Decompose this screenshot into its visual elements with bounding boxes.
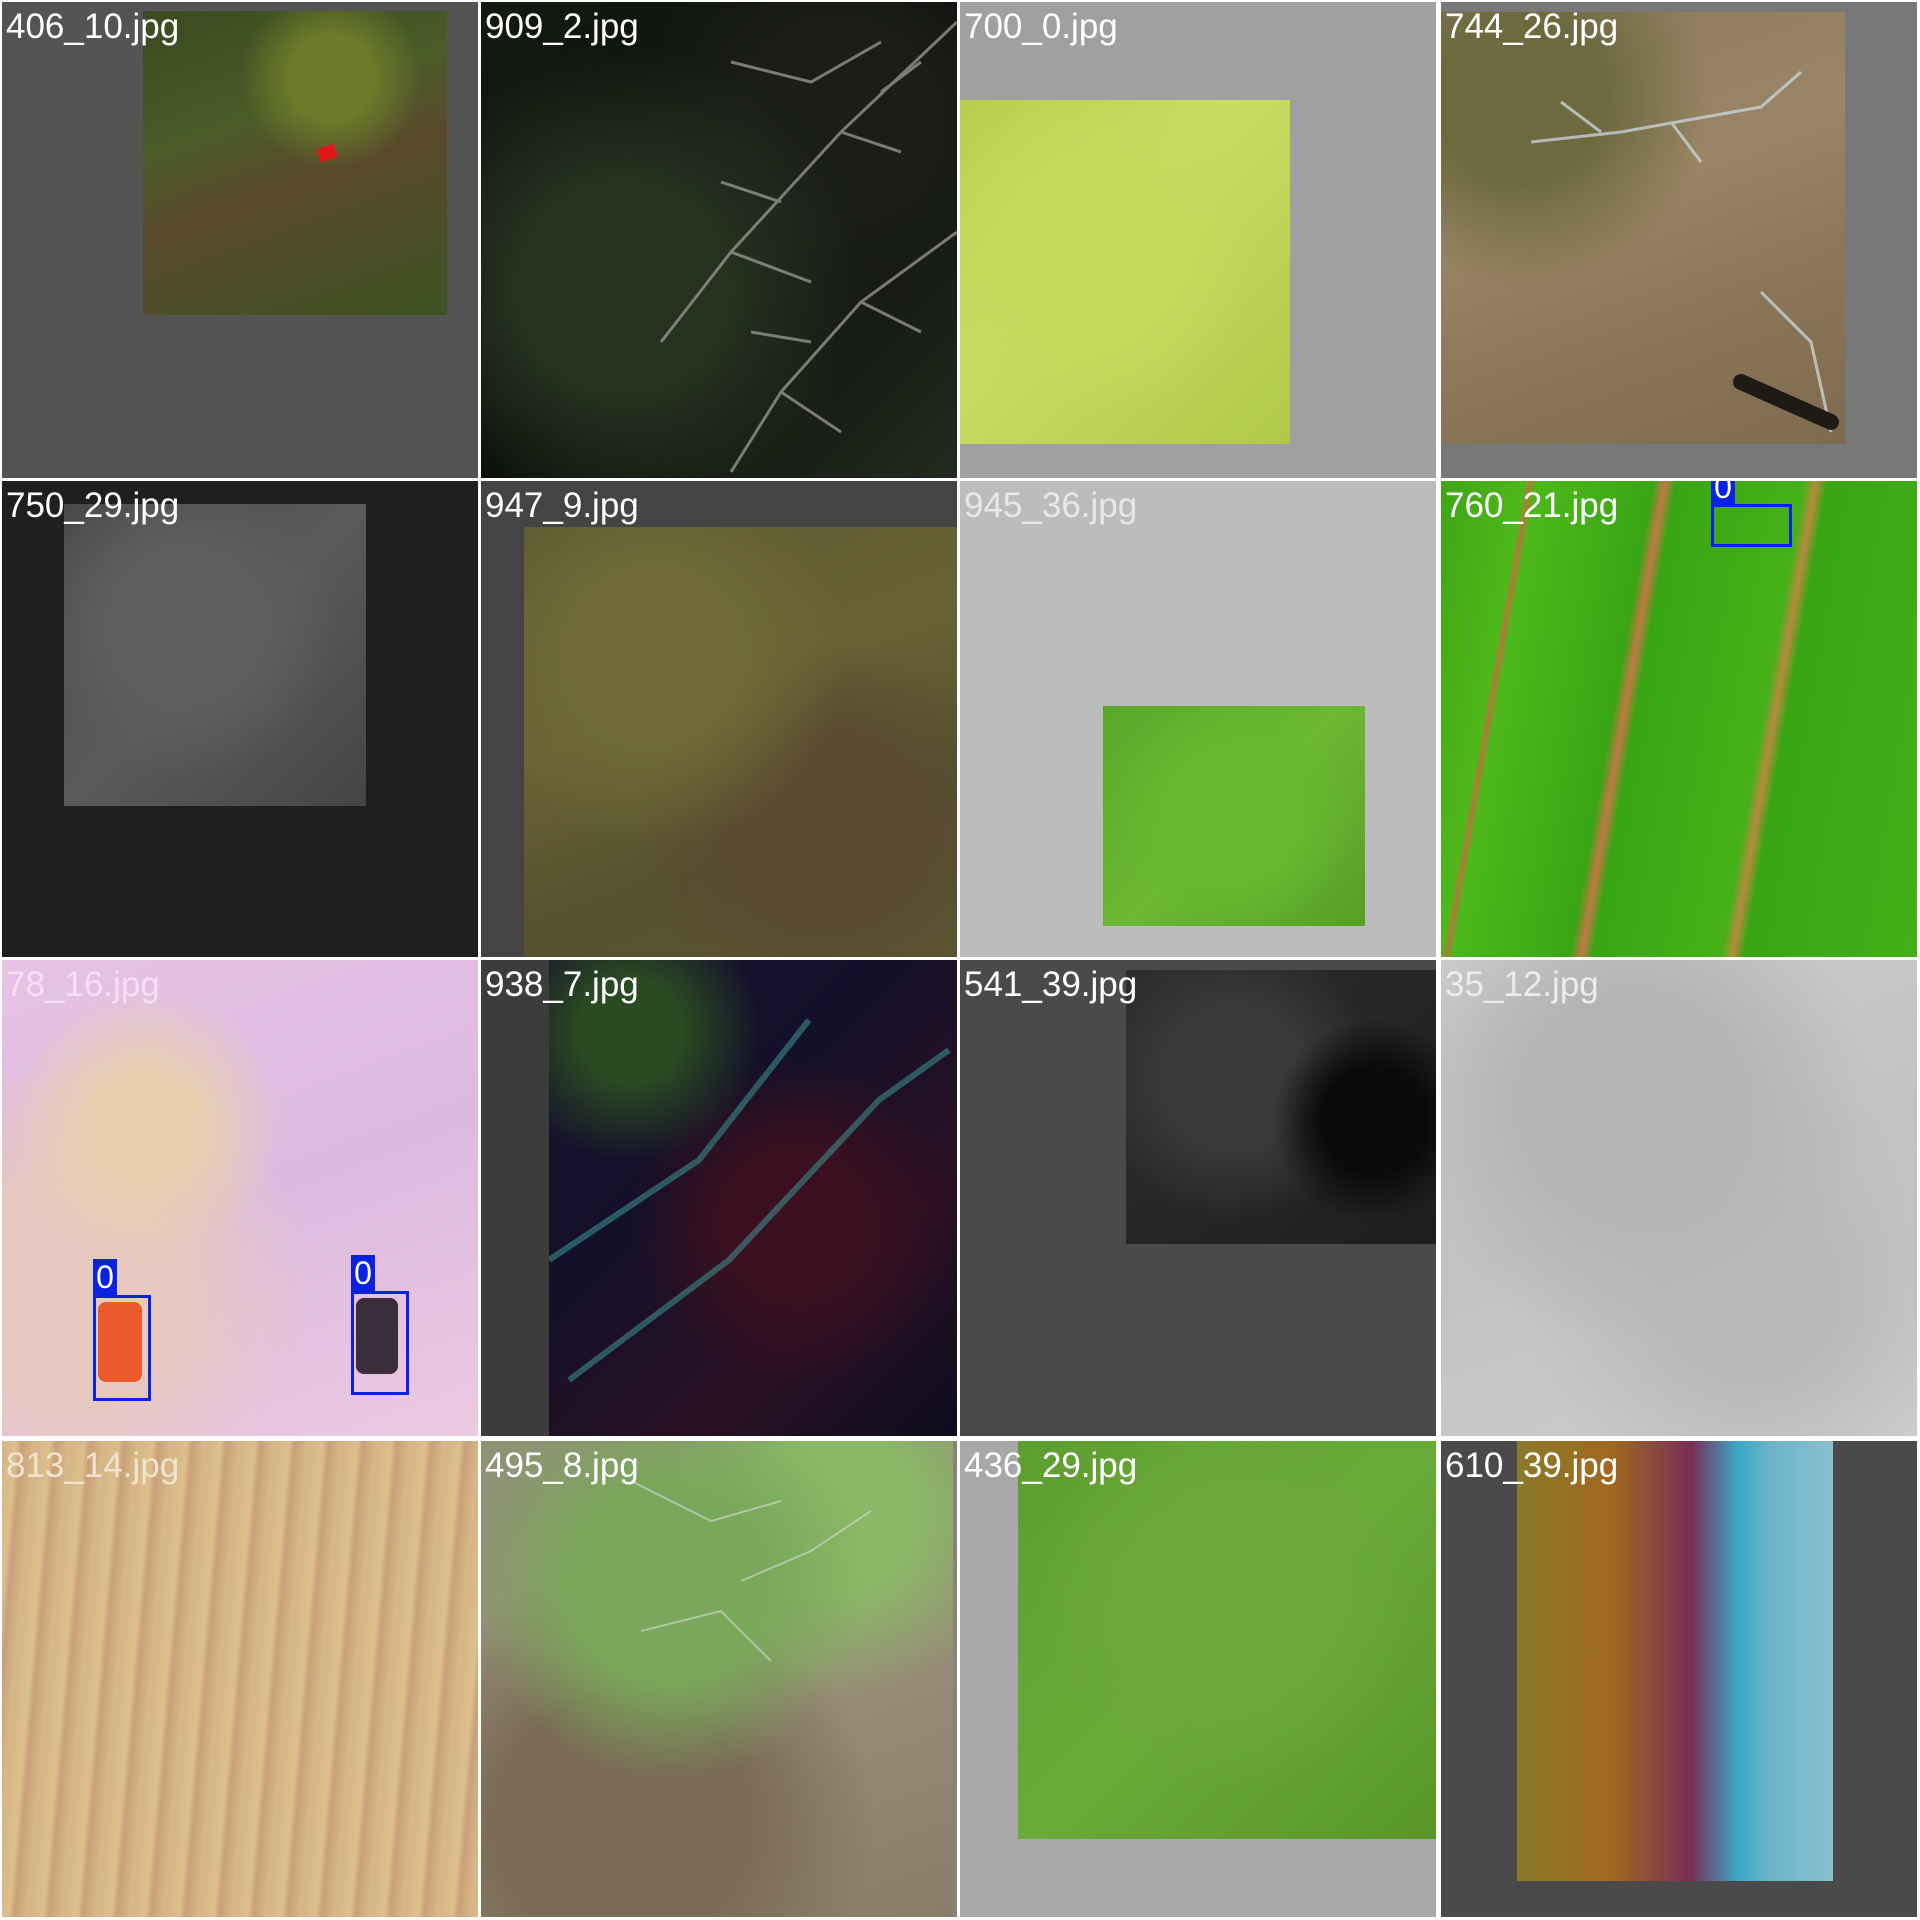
shrub-branches	[630, 1480, 872, 1662]
tile-610-39[interactable]: 610_39.jpg	[1441, 1441, 1917, 1917]
tile-filename: 541_39.jpg	[964, 965, 1138, 1004]
tile-filename: 436_29.jpg	[964, 1446, 1138, 1485]
aerial-image	[481, 1441, 953, 1917]
tile-436-29[interactable]: 436_29.jpg	[960, 1441, 1436, 1917]
tile-filename: 35_12.jpg	[1445, 965, 1599, 1004]
tile-35-12[interactable]: 35_12.jpg	[1441, 960, 1917, 1436]
detection-box[interactable]	[351, 1291, 409, 1395]
aerial-image	[1517, 1441, 1833, 1881]
aerial-image	[524, 527, 957, 957]
tile-541-39[interactable]: 541_39.jpg	[960, 960, 1436, 1436]
detection-box[interactable]	[93, 1295, 151, 1401]
tile-filename: 909_2.jpg	[485, 7, 639, 46]
red-object	[316, 143, 338, 163]
tile-938-7[interactable]: 938_7.jpg	[481, 960, 957, 1436]
aerial-image	[143, 11, 447, 315]
tree-branches	[659, 20, 957, 473]
aerial-image	[1126, 970, 1436, 1244]
tile-700-0[interactable]: 700_0.jpg	[960, 2, 1436, 478]
aerial-image	[1103, 706, 1365, 926]
fallen-branches	[1530, 70, 1839, 433]
tile-406-10[interactable]: 406_10.jpg	[2, 2, 478, 478]
person-dark-clothing	[356, 1298, 398, 1374]
tile-filename: 700_0.jpg	[964, 7, 1118, 46]
aerial-image	[1441, 481, 1917, 957]
tile-filename: 78_16.jpg	[6, 965, 160, 1004]
person-orange-suit	[98, 1302, 142, 1382]
tile-filename: 813_14.jpg	[6, 1446, 180, 1485]
tile-filename: 406_10.jpg	[6, 7, 180, 46]
tile-760-21[interactable]: 0 760_21.jpg	[1441, 481, 1917, 957]
tile-750-29[interactable]: 750_29.jpg	[2, 481, 478, 957]
tile-495-8[interactable]: 495_8.jpg	[481, 1441, 957, 1917]
tile-filename: 760_21.jpg	[1445, 486, 1619, 525]
tile-813-14[interactable]: 813_14.jpg	[2, 1441, 478, 1917]
tile-filename: 938_7.jpg	[485, 965, 639, 1004]
detection-label: 0	[351, 1255, 375, 1291]
detection-label: 0	[1711, 481, 1735, 505]
tree-trunks	[549, 1018, 951, 1383]
tile-filename: 750_29.jpg	[6, 486, 180, 525]
aerial-image	[960, 100, 1290, 444]
detection-label: 0	[93, 1259, 117, 1295]
aerial-image	[481, 2, 957, 478]
aerial-image	[1018, 1441, 1436, 1839]
tile-78-16[interactable]: 0 0 78_16.jpg	[2, 960, 478, 1436]
tile-filename: 610_39.jpg	[1445, 1446, 1619, 1485]
tile-744-26[interactable]: 744_26.jpg	[1441, 2, 1917, 478]
tile-filename: 495_8.jpg	[485, 1446, 639, 1485]
tile-filename: 744_26.jpg	[1445, 7, 1619, 46]
aerial-image	[2, 1441, 478, 1917]
tile-945-36[interactable]: 945_36.jpg	[960, 481, 1436, 957]
tile-947-9[interactable]: 947_9.jpg	[481, 481, 957, 957]
tile-filename: 947_9.jpg	[485, 486, 639, 525]
aerial-image	[1441, 12, 1845, 444]
tile-filename: 945_36.jpg	[964, 486, 1138, 525]
aerial-image	[549, 960, 957, 1436]
aerial-image	[1441, 960, 1917, 1436]
tile-909-2[interactable]: 909_2.jpg	[481, 2, 957, 478]
detection-box[interactable]	[1711, 504, 1792, 547]
aerial-image	[2, 960, 478, 1436]
aerial-image	[64, 504, 366, 806]
